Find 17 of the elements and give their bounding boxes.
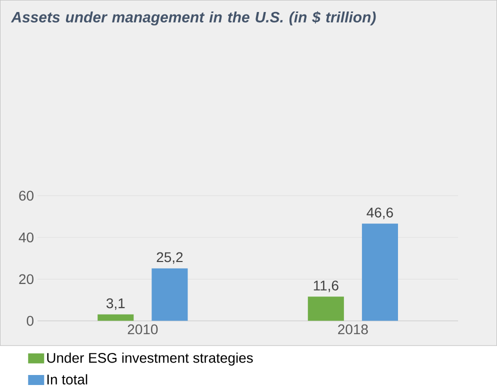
legend-label: Under ESG investment strategies — [47, 352, 253, 366]
y-tick-label: 40 — [18, 232, 34, 242]
x-tick-label: 2010 — [128, 324, 158, 334]
data-label: 3,1 — [106, 298, 125, 310]
chart-title: Assets under management in the U.S. (in $ trillion) — [10, 11, 376, 26]
y-tick-label: 20 — [19, 274, 34, 284]
bar — [308, 296, 344, 321]
bar — [362, 224, 398, 321]
legend-label: In total — [47, 374, 88, 385]
data-label: 46,6 — [366, 208, 393, 220]
y-tick-label: 0 — [26, 316, 34, 326]
x-tick-label: 2018 — [338, 324, 368, 334]
bar — [152, 268, 188, 321]
data-label: 25,2 — [156, 252, 183, 264]
bar — [98, 314, 134, 321]
y-tick-label: 60 — [19, 190, 34, 201]
data-label: 11,6 — [314, 280, 338, 292]
